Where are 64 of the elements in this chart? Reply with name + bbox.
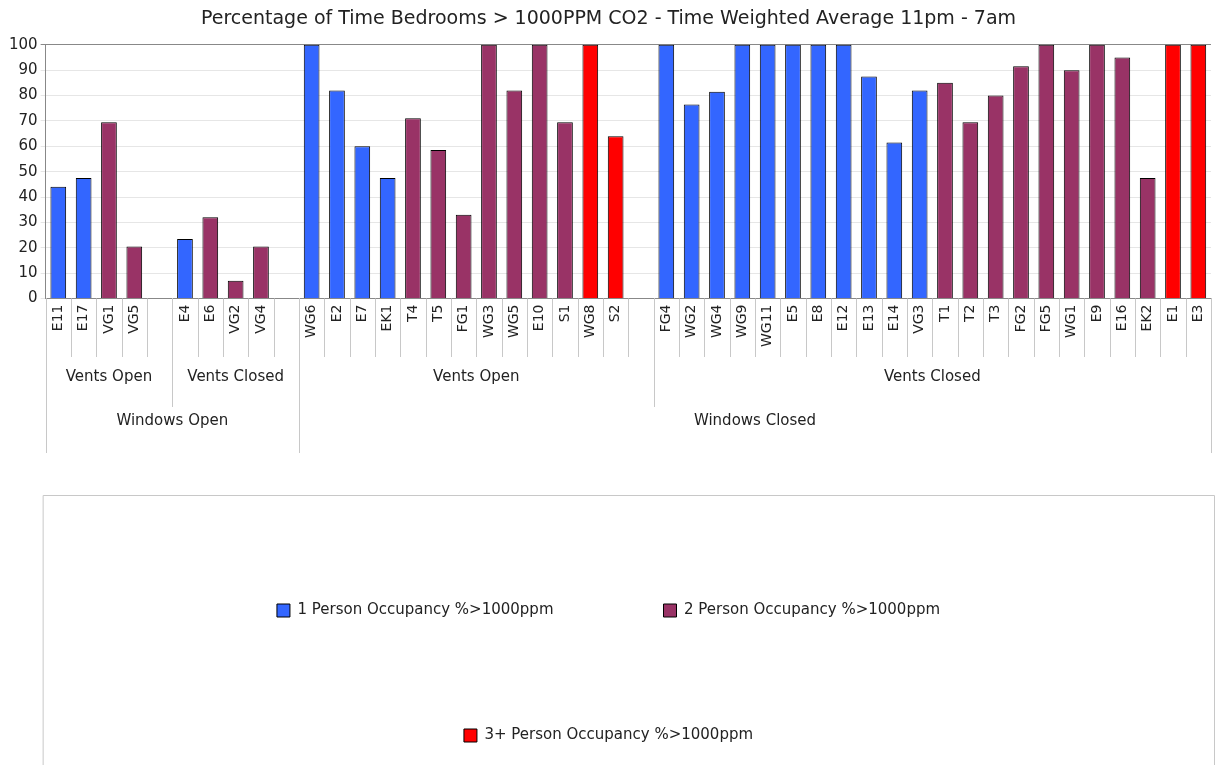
x-tick-label: WG8 bbox=[580, 304, 597, 339]
x-tick-label: FG4 bbox=[656, 304, 673, 333]
legend-label: 1 Person Occupancy %>1000ppm bbox=[297, 600, 554, 619]
x-tick-label: E4 bbox=[175, 304, 192, 323]
x-tick-label: FG5 bbox=[1036, 304, 1053, 333]
x-tick-label: E7 bbox=[352, 304, 369, 323]
y-tick-label: 90 bbox=[18, 60, 38, 79]
y-tick-label: 10 bbox=[18, 263, 38, 282]
x-tick-label: E5 bbox=[783, 304, 800, 323]
x-tick-label: E9 bbox=[1087, 304, 1104, 323]
x-tick-label: E10 bbox=[530, 304, 547, 332]
x-tick-label: E12 bbox=[834, 304, 851, 332]
x-tick-label: EK2 bbox=[1138, 304, 1155, 332]
y-tick-label: 0 bbox=[28, 288, 38, 307]
y-tick-label: 70 bbox=[18, 110, 38, 129]
y-tick-label: 80 bbox=[18, 85, 38, 104]
x-tick-label: VG5 bbox=[124, 304, 141, 334]
x-tick-label: E14 bbox=[884, 304, 901, 332]
x-tick-label: VG2 bbox=[226, 304, 243, 334]
y-tick-label: 60 bbox=[18, 136, 38, 155]
x-tick-label: E13 bbox=[859, 304, 876, 332]
x-tick-label: E6 bbox=[200, 304, 217, 323]
x-tick-label: WG4 bbox=[707, 304, 724, 339]
x-tick-label: WG2 bbox=[682, 304, 699, 339]
x-tick-label: S2 bbox=[606, 304, 623, 323]
x-tick-label: WG5 bbox=[504, 304, 521, 339]
x-tick-label: S1 bbox=[555, 304, 572, 323]
x-tick-label: E1 bbox=[1163, 304, 1180, 323]
x-tick-label: E2 bbox=[327, 304, 344, 323]
x-tick-label: EK1 bbox=[378, 304, 395, 332]
x-tick-label: FG1 bbox=[454, 304, 471, 333]
x-tick-label: E8 bbox=[808, 304, 825, 323]
x-tick-label: WG3 bbox=[479, 304, 496, 339]
x-tick-label: T4 bbox=[403, 304, 420, 323]
text: Vents Closed bbox=[187, 366, 284, 385]
y-tick-label: 40 bbox=[18, 186, 38, 205]
x-tick-label: WG6 bbox=[302, 304, 319, 339]
x-tick-label: VG1 bbox=[99, 304, 116, 334]
y-tick-label: 30 bbox=[18, 212, 38, 231]
x-tick-label: E17 bbox=[74, 304, 91, 332]
x-tick-label: E16 bbox=[1112, 304, 1129, 332]
legend-label: 2 Person Occupancy %>1000ppm bbox=[684, 600, 941, 619]
text: Vents Open bbox=[433, 366, 520, 385]
x-tick-label: T2 bbox=[960, 304, 977, 323]
y-tick-label: 100 bbox=[8, 34, 38, 53]
x-tick-label: WG11 bbox=[758, 304, 775, 348]
x-tick-label: WG9 bbox=[732, 304, 749, 339]
chart-title: Percentage of Time Bedrooms > 1000PPM CO2 - Time Weighted Average 11pm - 7am bbox=[200, 6, 1017, 29]
y-tick-label: 50 bbox=[18, 161, 38, 180]
text: Windows Open bbox=[116, 410, 229, 429]
text: Vents Closed bbox=[883, 366, 981, 385]
text: Vents Open bbox=[65, 366, 153, 385]
x-tick-label: VG4 bbox=[251, 304, 268, 334]
x-tick-label: T5 bbox=[428, 304, 445, 323]
x-tick-label: T1 bbox=[935, 304, 952, 323]
x-tick-label: E3 bbox=[1188, 304, 1205, 323]
text: Windows Closed bbox=[693, 410, 817, 429]
x-tick-label: WG1 bbox=[1062, 304, 1079, 339]
x-tick-label: T3 bbox=[986, 304, 1003, 323]
x-tick-label: VG3 bbox=[910, 304, 927, 334]
x-tick-label: FG2 bbox=[1011, 304, 1028, 333]
x-tick-label: E11 bbox=[48, 304, 65, 332]
y-tick-label: 20 bbox=[18, 237, 38, 256]
legend-label: 3+ Person Occupancy %>1000ppm bbox=[484, 725, 754, 744]
